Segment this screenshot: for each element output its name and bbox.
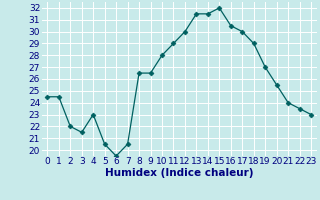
X-axis label: Humidex (Indice chaleur): Humidex (Indice chaleur)	[105, 168, 253, 178]
